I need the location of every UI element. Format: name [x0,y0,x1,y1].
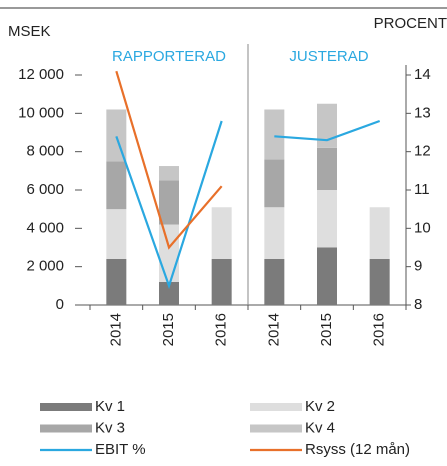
legend-label: Kv 1 [95,398,125,415]
bar-segment [211,259,232,305]
y2-tick-label: 12 [414,143,431,160]
bar-segment [106,209,127,259]
line [274,119,381,142]
bar-segment [106,161,127,210]
bar-segment [159,282,179,305]
bar-segment [317,190,337,248]
legend-label: Kv 2 [305,398,335,415]
y-tick-label: 12 000 [18,66,64,83]
y-tick-label: 2 000 [26,258,64,275]
y2-tick-label: 9 [414,258,422,275]
y-tick-label: 0 [56,296,64,313]
x-tick-label: 2014 [107,313,124,346]
y2-tick-label: 11 [414,181,430,198]
bar-segment [159,166,179,181]
line [115,120,223,290]
y2-tick-label: 8 [414,296,422,313]
bar-segment [264,109,285,160]
bar-segment [369,207,390,259]
y-tick-label: 10 000 [18,104,64,121]
bar-segment [264,259,285,305]
panel-title: RAPPORTERAD [112,48,226,65]
y-tick-label: 6 000 [26,181,64,198]
y-tick-label: 4 000 [26,219,64,236]
bar-segment [211,207,232,259]
bar-segment [369,259,390,305]
line [115,70,223,250]
x-tick-label: 2016 [371,313,388,346]
x-tick-label: 2016 [213,313,230,346]
legend-label: Kv 4 [305,419,335,436]
bar-segment [264,207,285,259]
bar-segment [317,247,337,305]
x-tick-label: 2015 [318,313,335,346]
legend-label: Rsyss (12 mån) [305,441,410,458]
y2-tick-label: 10 [414,219,431,236]
legend-label: EBIT % [95,441,146,458]
x-tick-label: 2015 [160,313,177,346]
y2-axis-label: PROCENT [374,15,447,32]
bar-segment [317,147,337,190]
bar-segment [159,224,179,282]
legend-swatch [40,403,92,411]
y2-tick-label: 14 [414,66,431,83]
y-axis-label: MSEK [8,23,51,40]
bar-segment [317,103,337,148]
legend-label: Kv 3 [95,419,125,436]
legend-swatch [250,403,302,411]
x-tick-label: 2014 [265,313,282,346]
legend-swatch [40,424,92,433]
y2-tick-label: 13 [414,104,431,121]
y-tick-label: 8 000 [26,143,64,160]
legend-swatch [250,424,302,433]
panel-title: JUSTERAD [289,48,368,65]
bar-segment [159,180,179,225]
bar-segment [106,259,127,305]
bar-segment [264,159,285,208]
